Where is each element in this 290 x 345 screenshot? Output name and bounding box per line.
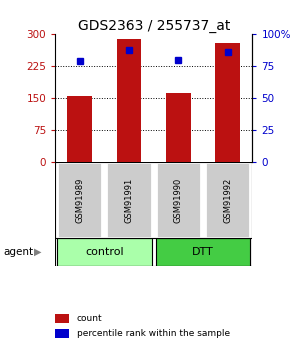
FancyBboxPatch shape <box>156 162 201 238</box>
FancyBboxPatch shape <box>205 162 250 238</box>
Bar <box>67 96 92 162</box>
Bar <box>166 93 191 162</box>
FancyBboxPatch shape <box>57 238 152 266</box>
Text: count: count <box>77 314 102 323</box>
Bar <box>117 39 142 162</box>
Text: GSM91992: GSM91992 <box>223 177 232 223</box>
Bar <box>55 329 69 338</box>
Bar <box>55 314 69 323</box>
FancyBboxPatch shape <box>106 162 152 238</box>
Text: ▶: ▶ <box>34 247 41 257</box>
Text: GSM91990: GSM91990 <box>174 177 183 223</box>
FancyBboxPatch shape <box>156 238 250 266</box>
Text: GSM91989: GSM91989 <box>75 177 84 223</box>
FancyBboxPatch shape <box>57 162 102 238</box>
Title: GDS2363 / 255737_at: GDS2363 / 255737_at <box>77 19 230 33</box>
Text: percentile rank within the sample: percentile rank within the sample <box>77 329 230 338</box>
Text: DTT: DTT <box>192 247 214 257</box>
Text: GSM91991: GSM91991 <box>124 177 134 223</box>
Bar <box>215 43 240 162</box>
Text: agent: agent <box>3 247 33 257</box>
Text: control: control <box>85 247 124 257</box>
